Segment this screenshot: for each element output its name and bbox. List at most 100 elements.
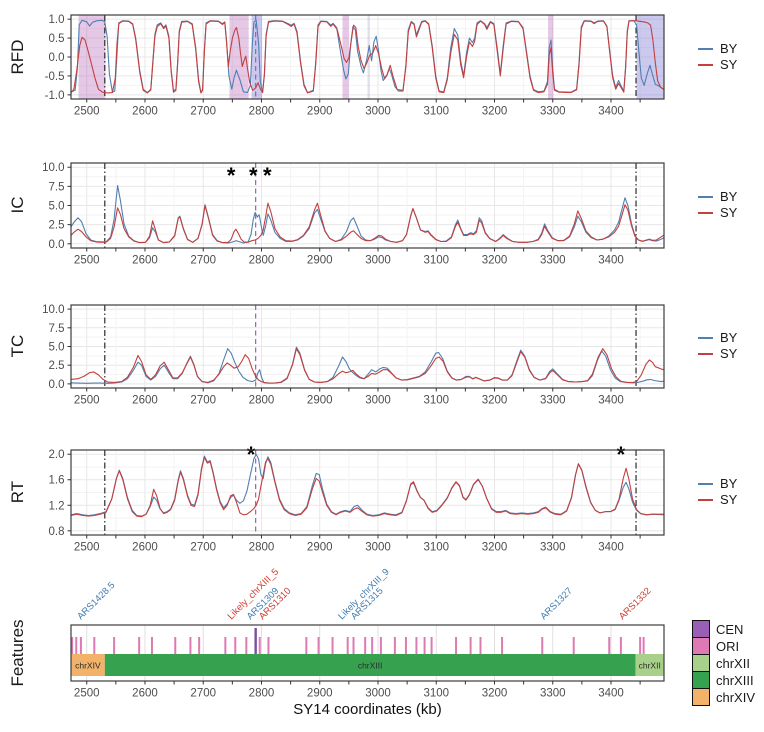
legend-label-chrxiv: chrXIV <box>716 690 756 705</box>
legend-item-sy: SY <box>698 57 762 73</box>
x-tick-label: 3400 <box>598 688 624 700</box>
x-tick-label: 3200 <box>482 542 508 554</box>
x-tick-label: 3100 <box>423 542 449 554</box>
y-tick-label: 0.8 <box>49 526 65 538</box>
ori-swatch <box>692 636 710 655</box>
legend-item-sy: SY <box>698 492 762 508</box>
legend-item-cen: CEN <box>692 619 755 638</box>
y-tick-label: 5.0 <box>49 342 65 354</box>
y-tick-label: -0.5 <box>45 71 65 83</box>
x-tick-label: 3000 <box>365 106 391 118</box>
x-tick-label: 2800 <box>249 688 275 700</box>
x-tick-label: 2800 <box>249 542 275 554</box>
legend-label-chrxiii: chrXIII <box>716 673 754 688</box>
y-tick-label: 5.0 <box>49 201 65 213</box>
x-tick-label: 3200 <box>482 688 508 700</box>
x-tick-label: 2600 <box>132 542 158 554</box>
y-tick-label: 0.0 <box>49 52 65 64</box>
chromosome-label: chrXIV <box>75 661 101 671</box>
y-tick-label: 10.0 <box>42 162 64 174</box>
sy-series-line <box>70 202 664 244</box>
x-tick-label: 2500 <box>74 688 100 700</box>
y-tick-label: 0.0 <box>49 379 65 391</box>
significance-asterisk: * <box>249 163 258 188</box>
sy-line-swatch <box>698 353 713 355</box>
ic-panel: * * *2500 2600 2700 2800 2900 3000 3100 3200 3300 3… <box>42 162 665 267</box>
x-tick-label: 3000 <box>365 395 391 407</box>
legend-item-chrxiii: chrXIII <box>692 670 755 689</box>
legend-label-ori: ORI <box>716 639 740 654</box>
sy-series-line <box>70 456 664 518</box>
chromosome-label: chrXIII <box>358 661 383 671</box>
x-tick-label: 3400 <box>598 255 624 267</box>
x-tick-label: 3400 <box>598 395 624 407</box>
chrxii-swatch <box>692 653 710 672</box>
rt-legend: BY SY <box>698 476 762 508</box>
legend-item-sy: SY <box>698 205 762 221</box>
y-tick-label: 1.6 <box>49 475 65 487</box>
legend-item-chrxii: chrXII <box>692 653 755 672</box>
by-line-swatch <box>698 337 713 339</box>
highlight-region <box>548 15 554 99</box>
y-tick-label: 1.0 <box>49 14 65 26</box>
ic-legend: BY SY <box>698 189 762 221</box>
x-tick-label: 2600 <box>132 395 158 407</box>
sy-series-line <box>70 20 664 94</box>
rt-panel: * * 2500 2600 2700 2800 2900 3000 3100 3200 3300 34… <box>49 442 665 554</box>
rfd-panel: 2500 2600 2700 2800 2900 3000 3100 3200 3300 3400… <box>45 14 665 118</box>
x-tick-label: 2700 <box>190 688 216 700</box>
y-tick-label: 1.2 <box>49 500 65 512</box>
x-tick-label: 3400 <box>598 106 624 118</box>
legend-item-by: BY <box>698 189 762 205</box>
chromosome-label: chrXII <box>639 661 661 671</box>
features-legend: CEN ORI chrXII chrXIII chrXIV <box>692 619 756 706</box>
legend-label-sy: SY <box>720 492 738 507</box>
ars-label: ARS1327 <box>538 586 575 623</box>
legend-item-ori: ORI <box>692 636 755 655</box>
x-tick-label: 2700 <box>190 106 216 118</box>
x-tick-label: 2600 <box>132 255 158 267</box>
significance-asterisk: * <box>263 163 272 188</box>
sy-line-swatch <box>698 499 713 501</box>
y-tick-label: 2.5 <box>49 360 65 372</box>
legend-label-by: BY <box>720 330 738 345</box>
legend-label-sy: SY <box>720 57 738 72</box>
x-tick-label: 3300 <box>540 395 566 407</box>
by-line-swatch <box>698 48 713 50</box>
x-tick-label: 3200 <box>482 255 508 267</box>
chromosome-segment <box>635 654 664 676</box>
x-tick-label: 2500 <box>74 255 100 267</box>
x-tick-label: 2800 <box>249 106 275 118</box>
x-tick-label: 3100 <box>423 106 449 118</box>
x-tick-label: 3100 <box>423 688 449 700</box>
legend-label-chrxii: chrXII <box>716 656 750 671</box>
x-tick-label: 2700 <box>190 395 216 407</box>
x-tick-label: 3300 <box>540 106 566 118</box>
chromosome-segment <box>71 654 105 676</box>
legend-item-sy: SY <box>698 346 762 362</box>
x-tick-label: 3100 <box>423 255 449 267</box>
legend-item-chrxiv: chrXIV <box>692 687 756 706</box>
panel-border <box>70 449 665 536</box>
by-line-swatch <box>698 483 713 485</box>
sy-line-swatch <box>698 64 713 66</box>
significance-asterisk: * <box>617 442 626 467</box>
highlight-region <box>342 15 349 99</box>
y-tick-label: -1.0 <box>45 90 65 102</box>
x-tick-label: 2900 <box>307 542 333 554</box>
chrxiii-swatch <box>692 670 710 689</box>
x-tick-label: 2900 <box>307 395 333 407</box>
highlight-region <box>78 15 106 99</box>
x-tick-label: 2700 <box>190 542 216 554</box>
legend-item-by: BY <box>698 41 762 57</box>
x-tick-label: 2800 <box>249 255 275 267</box>
legend-item-by: BY <box>698 330 762 346</box>
tc-legend: BY SY <box>698 330 762 362</box>
x-tick-label: 3000 <box>365 542 391 554</box>
x-tick-label: 2900 <box>307 255 333 267</box>
significance-asterisk: * <box>247 442 256 467</box>
y-tick-label: 0.0 <box>49 239 65 251</box>
legend-label-cen: CEN <box>716 622 744 637</box>
